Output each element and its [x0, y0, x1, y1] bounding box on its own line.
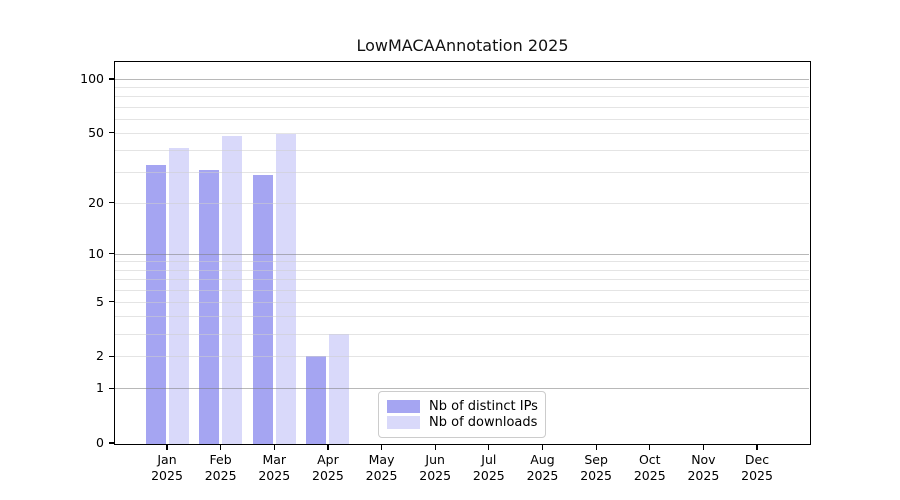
x-tick-year: 2025 [633, 467, 666, 483]
x-tick-year: 2025 [472, 467, 505, 483]
minor-gridline [115, 118, 809, 120]
minor-gridline [115, 132, 809, 134]
x-tick-month: Jul [481, 452, 497, 467]
minor-gridline [115, 316, 809, 318]
x-tick-label-apr: Apr 2025 [296, 452, 360, 483]
bar-feb-distinct-ips [199, 169, 220, 444]
x-tick-month: Nov [691, 452, 716, 467]
y-tick-mark [109, 301, 114, 303]
minor-gridline [115, 172, 809, 174]
x-tick-mark [327, 445, 329, 450]
y-tick-label: 5 [96, 293, 104, 309]
x-tick-month: May [368, 452, 395, 467]
x-tick-mark [702, 445, 704, 450]
x-tick-label-jul: Jul 2025 [457, 452, 521, 483]
x-tick-month: Jan [157, 452, 177, 467]
legend-label-distinct-ips: Nb of distinct IPs [429, 398, 538, 414]
minor-gridline [115, 261, 809, 263]
major-gridline [115, 79, 809, 80]
y-tick-mark [109, 253, 114, 255]
y-tick-label: 10 [88, 245, 104, 261]
x-tick-label-aug: Aug 2025 [510, 452, 574, 483]
minor-gridline [115, 289, 809, 291]
legend: Nb of distinct IPs Nb of downloads [378, 391, 546, 438]
x-tick-year: 2025 [312, 467, 344, 483]
legend-swatch-distinct-ips [387, 399, 420, 413]
x-tick-mark [488, 445, 490, 450]
x-tick-label-sep: Sep 2025 [564, 452, 628, 483]
x-tick-year: 2025 [741, 467, 773, 483]
minor-gridline [115, 96, 809, 98]
x-tick-year: 2025 [365, 467, 398, 483]
y-tick-mark [109, 202, 114, 204]
legend-item-distinct-ips: Nb of distinct IPs [387, 398, 538, 415]
x-tick-year: 2025 [204, 467, 237, 483]
x-tick-month: Feb [209, 452, 232, 467]
x-tick-label-feb: Feb 2025 [189, 452, 253, 483]
x-tick-year: 2025 [258, 467, 291, 483]
y-tick-mark [109, 355, 114, 357]
x-tick-month: Sep [584, 452, 608, 467]
bar-apr-distinct-ips [306, 356, 327, 444]
x-tick-year: 2025 [419, 467, 452, 483]
y-tick-mark [109, 78, 114, 80]
x-tick-year: 2025 [687, 467, 720, 483]
x-tick-label-nov: Nov 2025 [671, 452, 735, 483]
minor-gridline [115, 301, 809, 303]
legend-item-downloads: Nb of downloads [387, 415, 537, 432]
x-tick-month: Dec [744, 452, 770, 467]
x-tick-mark [541, 445, 544, 450]
y-tick-label: 2 [96, 348, 104, 364]
y-tick-label: 50 [88, 124, 104, 140]
x-tick-mark [380, 445, 383, 450]
y-tick-label: 100 [80, 71, 104, 86]
y-tick-mark [109, 387, 114, 389]
x-tick-month: Mar [262, 452, 287, 467]
minor-gridline [115, 269, 809, 271]
minor-gridline [115, 106, 809, 108]
x-tick-mark [649, 445, 651, 450]
y-tick-label: 0 [96, 435, 104, 450]
x-tick-mark [756, 445, 758, 450]
major-gridline [115, 253, 809, 255]
minor-gridline [115, 87, 809, 89]
legend-swatch-downloads [387, 416, 420, 430]
y-tick-label: 1 [96, 380, 104, 396]
major-gridline [115, 388, 809, 390]
minor-gridline [115, 356, 809, 358]
minor-gridline [115, 150, 809, 152]
chart-title: LowMACAAnnotation 2025 [356, 36, 569, 55]
x-tick-mark [273, 445, 275, 450]
y-tick-label: 20 [88, 194, 104, 210]
x-tick-label-jan: Jan 2025 [135, 452, 199, 483]
x-tick-month: Jun [425, 452, 445, 467]
x-tick-label-may: May 2025 [350, 452, 414, 483]
bar-mar-distinct-ips [252, 174, 273, 444]
bar-jan-downloads [168, 148, 189, 444]
x-tick-label-mar: Mar 2025 [242, 452, 306, 483]
x-tick-year: 2025 [526, 467, 559, 483]
minor-gridline [115, 278, 809, 280]
legend-label-downloads: Nb of downloads [429, 415, 538, 431]
x-tick-month: Aug [530, 452, 555, 467]
x-tick-mark [595, 445, 597, 450]
x-tick-label-oct: Oct 2025 [618, 452, 682, 483]
x-tick-year: 2025 [151, 467, 183, 483]
minor-gridline [115, 202, 809, 204]
x-tick-year: 2025 [580, 467, 613, 483]
x-tick-mark [434, 445, 436, 450]
x-tick-mark [166, 445, 168, 450]
x-tick-label-jun: Jun 2025 [403, 452, 467, 483]
x-tick-month: Oct [638, 452, 661, 467]
y-tick-mark [109, 442, 114, 444]
y-tick-mark [109, 132, 114, 134]
bar-jan-distinct-ips [145, 164, 166, 444]
minor-gridline [115, 333, 809, 335]
bar-mar-downloads [275, 134, 296, 444]
x-tick-mark [220, 445, 222, 450]
x-tick-month: Apr [317, 452, 339, 467]
x-tick-label-dec: Dec 2025 [725, 452, 789, 483]
